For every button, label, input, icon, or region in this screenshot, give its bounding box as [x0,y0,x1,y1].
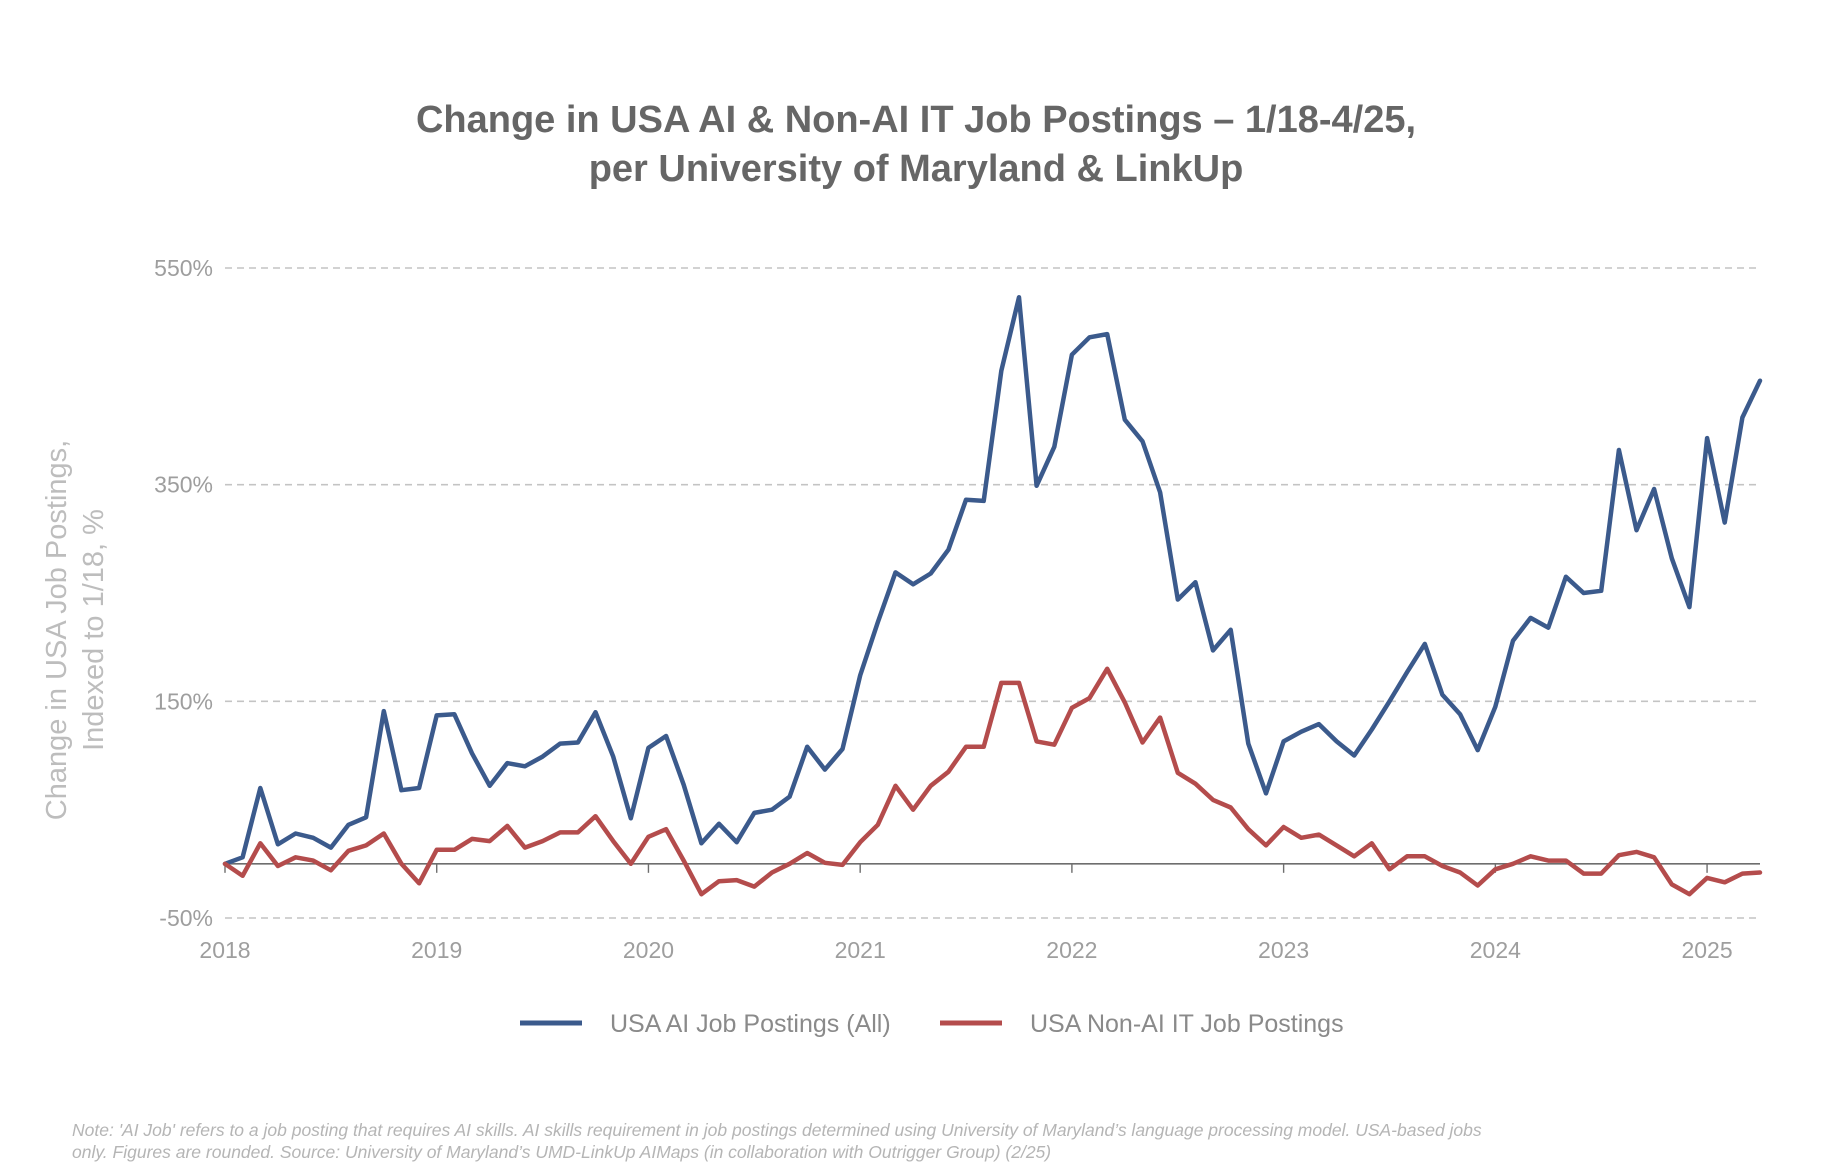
x-tick-label: 2020 [623,937,674,963]
y-axis-label: Change in USA Job Postings, Indexed to 1… [41,440,110,820]
x-tick-label: 2018 [199,937,250,963]
footnote-line2: only. Figures are rounded. Source: Unive… [72,1142,1051,1162]
footnote-line1: Note: 'AI Job' refers to a job posting t… [72,1120,1482,1140]
y-tick-label: 550% [154,255,213,281]
series-lines [222,295,1763,897]
legend: USA AI Job Postings (All) USA Non-AI IT J… [520,1010,1344,1038]
x-tick-label: 2025 [1681,937,1732,963]
chart-title: Change in USA AI & Non-AI IT Job Posting… [416,99,1416,141]
y-tick-label: 150% [154,688,213,714]
y-axis-label-line2: Indexed to 1/18, % [78,509,110,751]
axes: -50% 150% 350% 550% 2018 2019 2020 2021 2022 2023… [154,255,1760,963]
legend-label-0: USA AI Job Postings (All) [610,1010,891,1038]
gridlines [225,267,1760,919]
x-tick-label: 2024 [1470,937,1521,963]
y-axis-label-line1: Change in USA Job Postings, [41,440,73,820]
x-tick-label: 2023 [1258,937,1309,963]
y-tick-label: 350% [154,472,213,498]
x-tick-label: 2021 [835,937,886,963]
y-tick-label: -50% [159,905,213,931]
chart-subtitle: per University of Maryland & LinkUp [589,148,1244,190]
series-line-0 [222,295,1763,867]
x-tick-label: 2019 [411,937,462,963]
legend-label-1: USA Non-AI IT Job Postings [1030,1010,1344,1038]
series-line-1 [222,666,1763,897]
x-tick-label: 2022 [1046,937,1097,963]
